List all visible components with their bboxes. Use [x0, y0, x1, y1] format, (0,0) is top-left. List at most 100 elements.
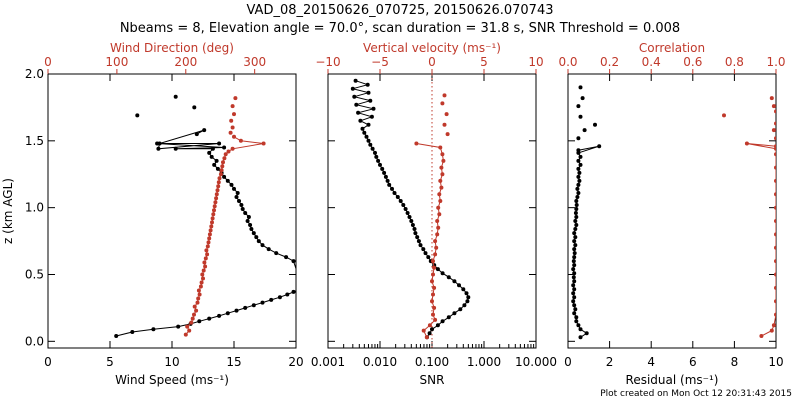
black-data-point [572, 255, 577, 260]
black-data-point [217, 141, 222, 146]
red-data-point [187, 328, 192, 333]
black-data-point [222, 145, 227, 150]
red-data-point [437, 212, 442, 217]
bottom-axis-label: SNR [420, 373, 445, 387]
black-data-point [251, 231, 256, 236]
plot-frame [567, 73, 777, 349]
bottom-tick-label: 0.010 [363, 355, 397, 369]
red-data-point [213, 200, 218, 205]
black-data-point [214, 158, 219, 163]
black-data-point [410, 223, 415, 227]
red-data-point [722, 113, 726, 118]
black-data-point [464, 291, 469, 296]
black-data-point [572, 251, 577, 256]
black-data-point [380, 166, 385, 171]
black-data-point [395, 195, 400, 199]
black-data-point [574, 203, 579, 207]
black-data-point [574, 315, 579, 320]
black-data-point [578, 327, 583, 332]
red-data-point [203, 256, 208, 261]
red-data-point [220, 164, 225, 169]
black-data-point [458, 307, 463, 312]
black-data-point [440, 271, 445, 276]
black-data-point [576, 136, 581, 141]
black-data-point [239, 203, 244, 207]
black-data-point [368, 142, 373, 147]
red-data-point [434, 245, 439, 250]
black-data-point [366, 122, 371, 127]
black-data-point [571, 267, 576, 272]
black-data-point [576, 148, 581, 153]
black-data-point [176, 324, 181, 329]
red-data-point [214, 196, 219, 201]
bottom-tick-label: 1.000 [467, 355, 501, 369]
black-data-point [577, 178, 582, 183]
red-data-point [261, 141, 266, 146]
black-data-point [430, 327, 434, 332]
red-data-point [774, 219, 776, 223]
black-data-point [368, 98, 373, 103]
black-data-point [597, 144, 602, 149]
red-data-point [232, 134, 236, 139]
red-data-point [442, 93, 447, 98]
red-data-point [199, 280, 204, 285]
black-data-point [412, 227, 417, 231]
black-data-point [584, 331, 589, 336]
black-data-point [291, 259, 296, 264]
red-data-point [774, 152, 776, 157]
black-data-point [574, 207, 579, 211]
black-data-point [300, 286, 304, 290]
bottom-tick-label: 10 [768, 355, 783, 369]
red-data-point [204, 248, 209, 253]
black-data-point [571, 275, 576, 280]
black-data-point [234, 308, 239, 313]
black-data-point [413, 231, 418, 236]
black-data-point [369, 114, 374, 119]
black-data-point [574, 199, 579, 203]
plot-frame [47, 73, 297, 349]
black-data-point [576, 174, 581, 179]
red-data-point [427, 323, 432, 328]
black-data-point [571, 291, 576, 296]
black-data-point [572, 271, 577, 276]
black-data-point [366, 90, 371, 95]
black-data-point [572, 247, 577, 252]
black-data-point [135, 113, 140, 118]
plot-created-footer: Plot created on Mon Oct 12 20:31:43 2015 [600, 389, 792, 399]
black-data-point [151, 327, 156, 332]
red-data-point [774, 299, 776, 304]
black-data-point [572, 303, 577, 308]
black-data-point [575, 195, 580, 199]
red-data-point [424, 335, 429, 340]
black-data-point [387, 182, 392, 187]
black-data-point [572, 279, 577, 284]
red-data-point [202, 260, 207, 265]
top-tick-label: −10 [315, 55, 340, 69]
red-data-point [432, 265, 437, 270]
red-data-point [439, 165, 444, 170]
red-data-point [774, 232, 776, 237]
black-data-point [207, 150, 212, 155]
red-data-point [435, 219, 440, 223]
red-data-point [774, 272, 776, 277]
black-data-point [572, 287, 577, 292]
black-data-point [243, 305, 248, 310]
red-data-point [222, 156, 227, 161]
bottom-tick-label: 6 [689, 355, 697, 369]
red-data-point [744, 141, 749, 146]
black-data-point [254, 235, 259, 240]
red-data-point [439, 185, 444, 190]
red-data-point [774, 165, 776, 170]
black-data-point [364, 134, 369, 139]
bottom-tick-label: 0.001 [311, 355, 345, 369]
black-data-point [573, 211, 578, 215]
red-data-point [196, 296, 201, 301]
black-data-point [240, 207, 245, 211]
red-data-point [774, 285, 776, 290]
black-data-point [446, 275, 451, 280]
red-data-point [219, 168, 224, 173]
black-data-point [173, 94, 178, 99]
red-data-point [195, 300, 200, 305]
black-data-point [207, 316, 212, 321]
top-tick-label: 5 [480, 55, 488, 69]
